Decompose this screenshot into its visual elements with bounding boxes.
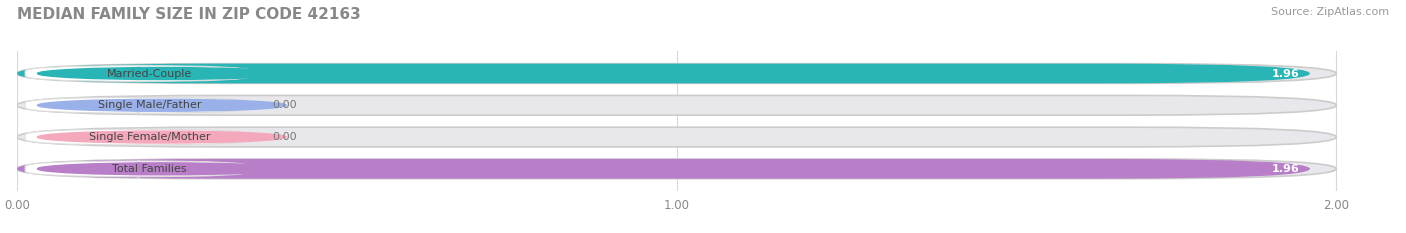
Text: 1.96: 1.96 [1271, 69, 1299, 79]
Circle shape [38, 131, 287, 143]
Circle shape [38, 163, 287, 175]
Text: Single Female/Mother: Single Female/Mother [89, 132, 211, 142]
FancyBboxPatch shape [25, 161, 252, 177]
FancyBboxPatch shape [17, 159, 1336, 179]
Circle shape [38, 68, 287, 79]
Text: Single Male/Father: Single Male/Father [98, 100, 201, 110]
Text: 0.00: 0.00 [273, 132, 297, 142]
FancyBboxPatch shape [17, 64, 1310, 83]
FancyBboxPatch shape [25, 66, 252, 81]
Text: Total Families: Total Families [112, 164, 187, 174]
Text: Source: ZipAtlas.com: Source: ZipAtlas.com [1271, 7, 1389, 17]
FancyBboxPatch shape [17, 64, 1336, 83]
FancyBboxPatch shape [17, 127, 1336, 147]
FancyBboxPatch shape [17, 96, 1336, 115]
Text: MEDIAN FAMILY SIZE IN ZIP CODE 42163: MEDIAN FAMILY SIZE IN ZIP CODE 42163 [17, 7, 360, 22]
FancyBboxPatch shape [25, 97, 252, 113]
Text: 1.96: 1.96 [1271, 164, 1299, 174]
Circle shape [38, 99, 287, 111]
FancyBboxPatch shape [17, 159, 1310, 179]
FancyBboxPatch shape [25, 129, 252, 145]
Text: Married-Couple: Married-Couple [107, 69, 193, 79]
Text: 0.00: 0.00 [273, 100, 297, 110]
